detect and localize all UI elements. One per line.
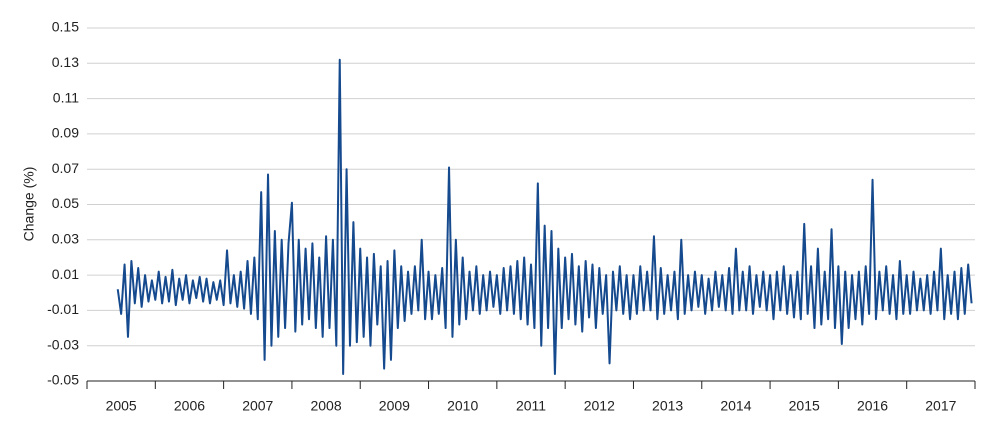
x-tick-label: 2011 (516, 398, 546, 414)
data-line (116, 58, 973, 375)
x-tick-label: 2017 (925, 398, 956, 414)
y-tick-label: 0.03 (52, 231, 79, 247)
y-tick-label: -0.05 (47, 372, 79, 388)
y-tick-label: 0.13 (52, 54, 79, 70)
x-tick-label: 2010 (447, 398, 478, 414)
x-tick-label: 2013 (652, 398, 683, 414)
y-tick-label: 0.11 (53, 89, 79, 105)
x-tick-label: 2012 (584, 398, 615, 414)
y-tick-label: -0.03 (47, 336, 79, 352)
y-tick-label: 0.01 (52, 266, 79, 282)
x-tick-label: 2008 (310, 398, 341, 414)
x-tick-label: 2015 (789, 398, 820, 414)
y-tick-label: 0.09 (52, 125, 79, 141)
x-tick-label: 2007 (242, 398, 273, 414)
y-tick-label: 0.07 (52, 160, 79, 176)
y-tick-label: 0.15 (52, 19, 79, 35)
x-tick-label: 2009 (379, 398, 410, 414)
x-tick-label: 2005 (106, 398, 137, 414)
x-tick-label: 2006 (174, 398, 205, 414)
y-axis-label: Change (%) (21, 167, 37, 242)
x-tick-label: 2016 (857, 398, 888, 414)
y-tick-label: -0.01 (47, 301, 79, 317)
x-tick-label: 2014 (720, 398, 751, 414)
y-tick-label: 0.05 (52, 195, 79, 211)
